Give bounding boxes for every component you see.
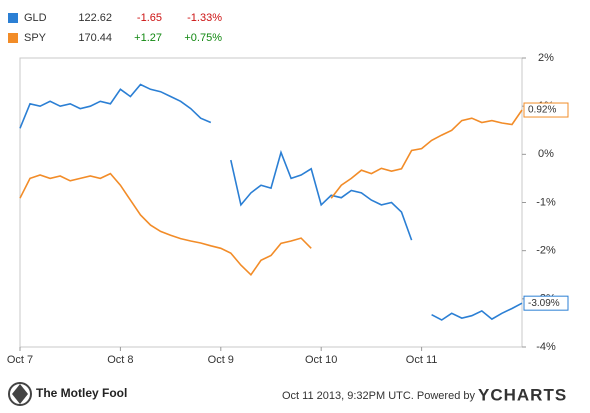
end-label-box (523, 102, 569, 118)
end-label: 0.92% (528, 105, 556, 116)
legend-price: 170.44 (78, 32, 112, 44)
end-label: -3.09% (528, 298, 560, 309)
end-label-box (523, 295, 569, 311)
legend-swatch (8, 13, 18, 23)
series-line (19, 83, 523, 321)
y-tick-label: 2% (538, 52, 554, 64)
y-tick-label: -2% (536, 245, 556, 257)
legend-price: 122.62 (78, 12, 112, 24)
series-line (19, 109, 523, 277)
legend-name: GLD (24, 12, 47, 24)
x-tick-label: Oct 9 (208, 354, 234, 366)
source-logo: The Motley Fool (36, 386, 127, 400)
x-tick-label: Oct 8 (107, 354, 133, 366)
legend-change: +1.27 (134, 32, 162, 44)
legend-change-pct: -1.33% (187, 12, 222, 24)
legend-change-pct: +0.75% (184, 32, 222, 44)
x-tick-label: Oct 7 (7, 354, 33, 366)
plot-area (19, 57, 523, 348)
x-tick-label: Oct 11 (406, 354, 438, 366)
y-tick-label: -1% (536, 196, 556, 208)
legend-change: -1.65 (137, 12, 162, 24)
logo (8, 382, 32, 406)
y-tick-label: -4% (536, 341, 556, 353)
footnote: Oct 11 2013, 9:32PM UTC. Powered by (282, 390, 475, 402)
credit: YCHARTS (478, 385, 567, 404)
legend-swatch (8, 33, 18, 43)
x-tick-label: Oct 10 (305, 354, 337, 366)
legend-name: SPY (24, 32, 47, 44)
y-tick-label: 0% (538, 148, 554, 160)
